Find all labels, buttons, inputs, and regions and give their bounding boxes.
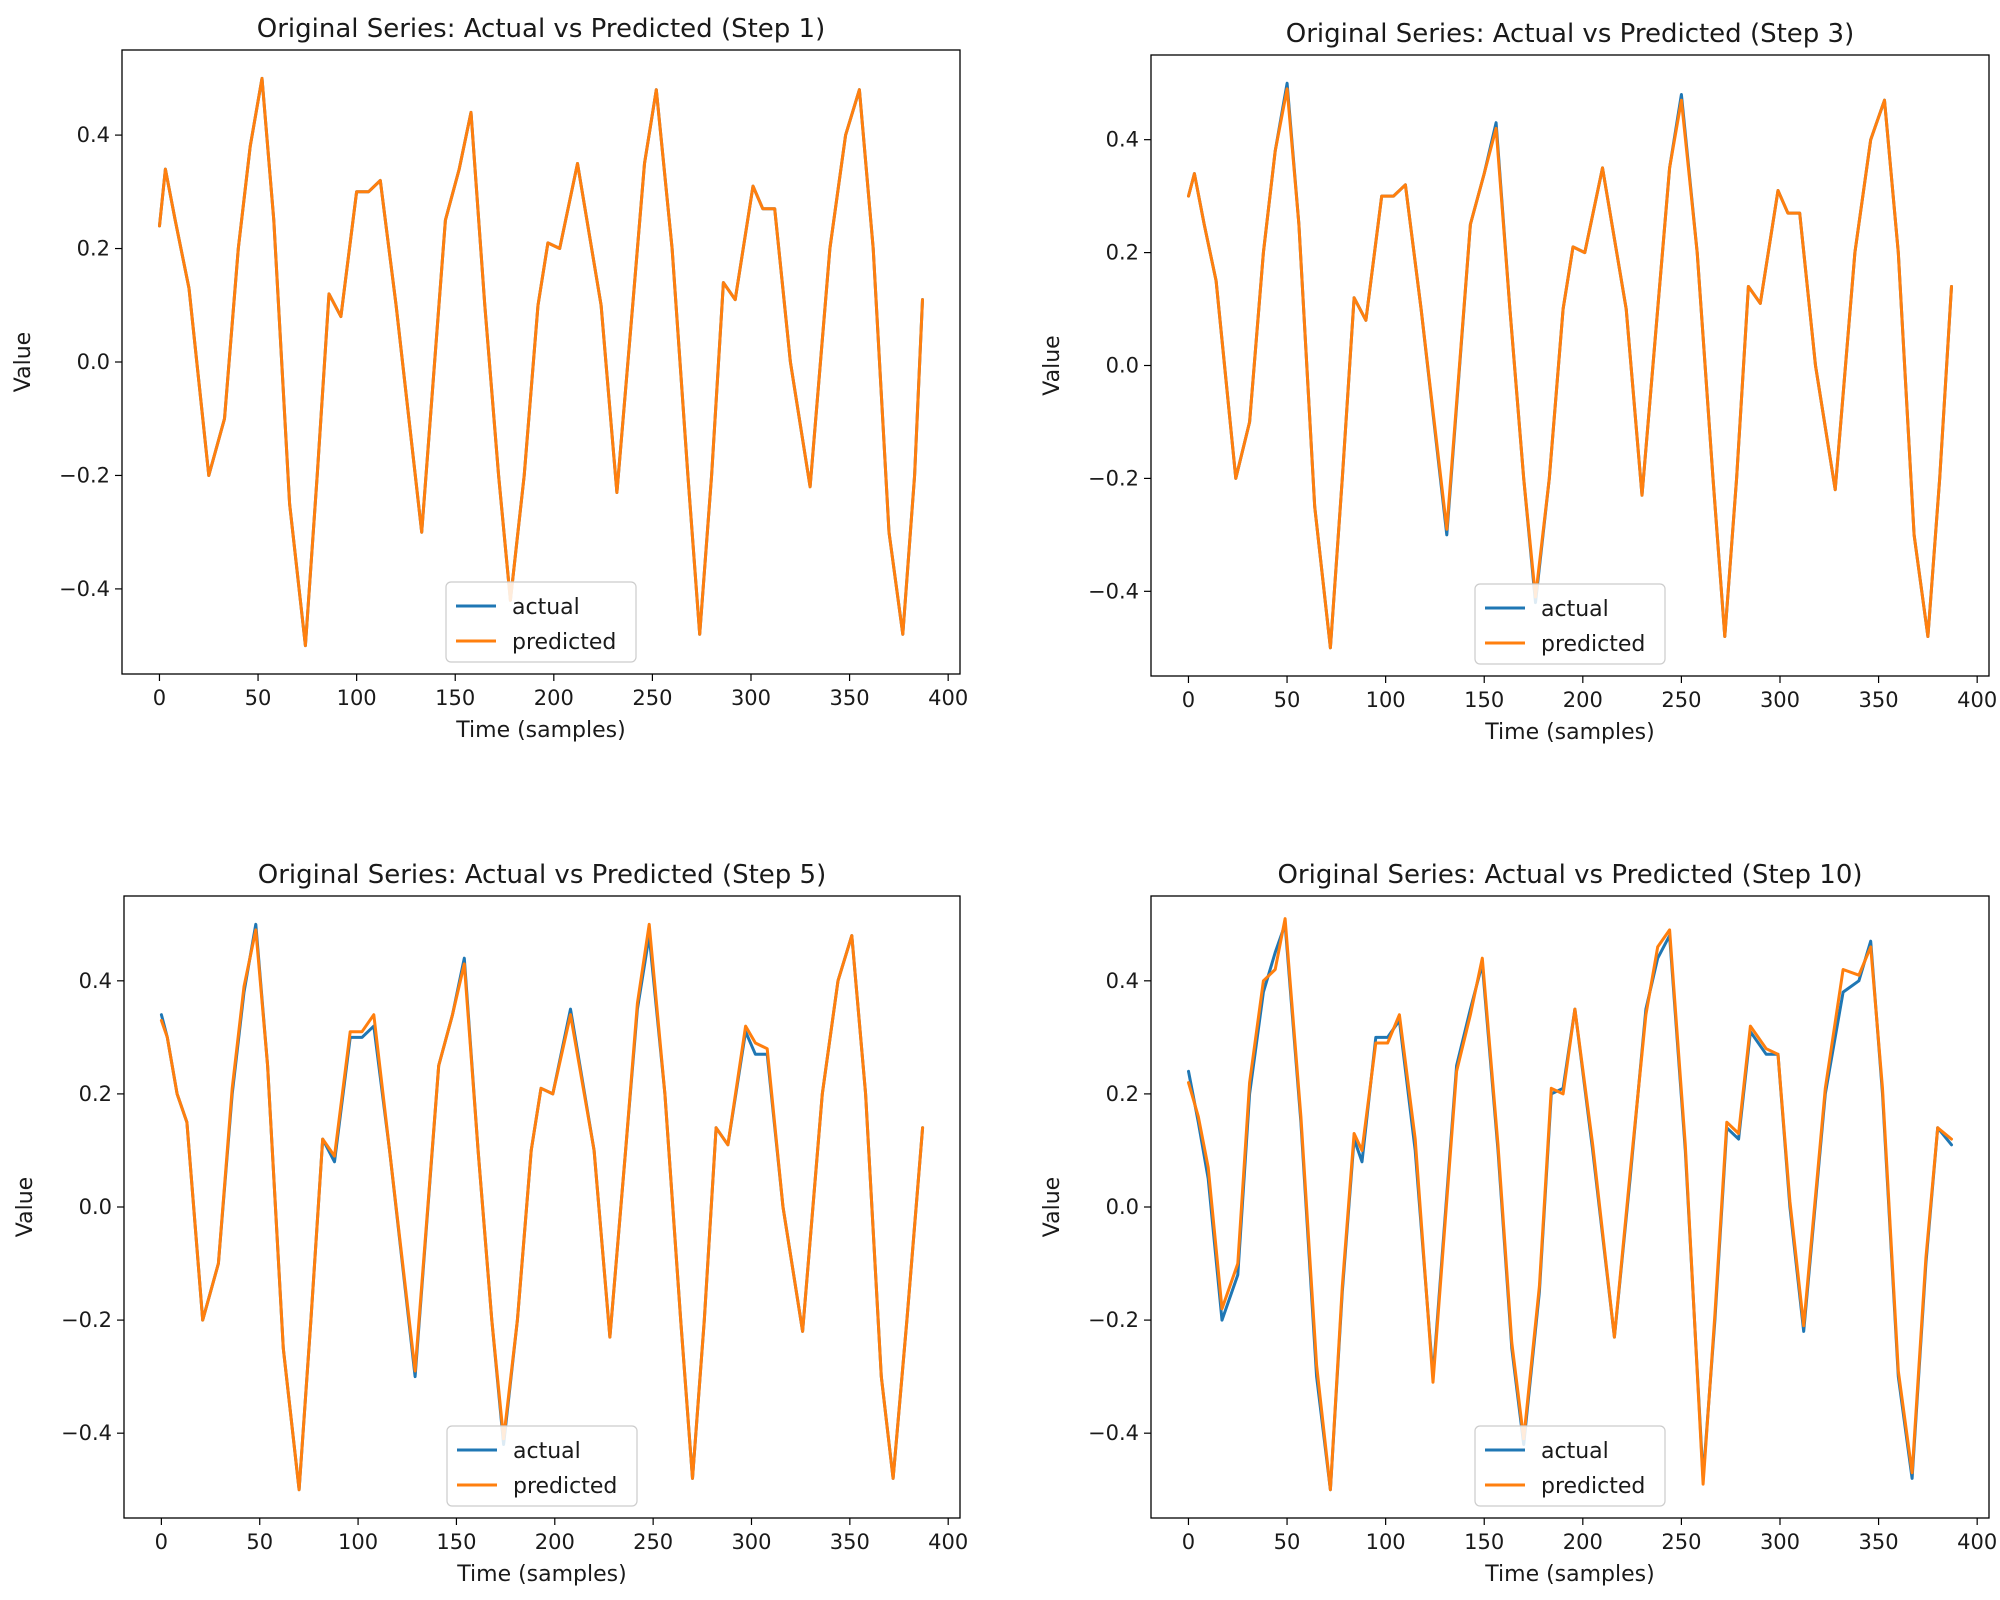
x-tick-label: 100: [338, 1530, 378, 1554]
legend: actual predicted: [446, 1425, 638, 1507]
y-tick-label: 0.0: [77, 350, 110, 374]
x-tick-label: 200: [1563, 1530, 1603, 1554]
series-line-predicted: [159, 922, 925, 1492]
y-tick-label: 0.2: [1106, 1082, 1139, 1106]
x-axis-label: Time (samples): [455, 718, 625, 743]
x-tick-label: 350: [1859, 688, 1899, 712]
y-tick-label: 0.4: [77, 123, 110, 147]
legend-label-actual: actual: [1541, 1439, 1609, 1464]
x-tick-label: 350: [830, 686, 870, 710]
y-tick-label: −0.2: [59, 463, 110, 487]
x-tick-label: 50: [246, 1530, 273, 1554]
x-tick-label: 250: [633, 1530, 673, 1554]
legend: actual predicted: [445, 581, 637, 663]
x-tick-label: 200: [1563, 688, 1603, 712]
y-tick-label: −0.4: [1088, 579, 1139, 603]
plot-area: [121, 49, 961, 675]
subplot-step-5: 0 50 100 150 200 250 300 350 400 −0.4 −0.2 0.0 0.2 0.…: [13, 860, 968, 1587]
x-tick-label: 150: [1464, 688, 1504, 712]
subplot-step-1: 0 50 100 150 200 250 300 350 400 −0.4 −0.2 0.0 0.2 0.…: [11, 14, 968, 743]
y-axis-label: Value: [1040, 1177, 1065, 1237]
legend-label-actual: actual: [513, 1439, 581, 1464]
x-tick-label: 300: [731, 686, 771, 710]
y-axis-label: Value: [13, 1177, 38, 1237]
x-tick-label: 50: [1274, 688, 1301, 712]
x-tick-label: 400: [1957, 1530, 1997, 1554]
y-tick-label: −0.2: [1088, 1308, 1139, 1332]
chart-title: Original Series: Actual vs Predicted (St…: [258, 860, 827, 890]
x-tick-label: 0: [155, 1530, 168, 1554]
x-axis-label: Time (samples): [1484, 1562, 1654, 1587]
x-tick-label: 400: [928, 1530, 968, 1554]
x-axis-label: Time (samples): [1484, 720, 1654, 745]
legend-label-predicted: predicted: [1541, 1474, 1645, 1499]
chart-title: Original Series: Actual vs Predicted (St…: [1286, 19, 1855, 49]
x-tick-label: 0: [153, 686, 166, 710]
series-line-predicted: [1187, 917, 1953, 1492]
legend-label-predicted: predicted: [1541, 632, 1645, 657]
x-tick-label: 50: [1274, 1530, 1301, 1554]
y-tick-label: 0.4: [79, 969, 112, 993]
x-tick-label: 400: [1957, 688, 1997, 712]
x-axis-label: Time (samples): [456, 1562, 626, 1587]
y-tick-label: −0.4: [1088, 1421, 1139, 1445]
x-tick-label: 350: [830, 1530, 870, 1554]
y-tick-label: 0.2: [79, 1082, 112, 1106]
legend: actual predicted: [1474, 583, 1666, 665]
chart-title: Original Series: Actual vs Predicted (St…: [257, 14, 826, 44]
legend-label-predicted: predicted: [513, 1474, 617, 1499]
plot-area: [123, 895, 961, 1519]
x-tick-label: 150: [436, 1530, 476, 1554]
x-tick-label: 300: [731, 1530, 771, 1554]
y-axis-label: Value: [1040, 335, 1065, 395]
series-line-actual: [1187, 81, 1953, 650]
x-tick-label: 100: [1366, 1530, 1406, 1554]
chart-title: Original Series: Actual vs Predicted (St…: [1277, 860, 1862, 890]
series-line-predicted: [158, 76, 924, 648]
y-tick-label: 0.0: [79, 1195, 112, 1219]
x-tick-label: 200: [534, 686, 574, 710]
series-line-predicted: [1187, 87, 1953, 650]
y-tick-label: 0.2: [77, 237, 110, 261]
x-tick-label: 100: [337, 686, 377, 710]
subplot-step-3: 0 50 100 150 200 250 300 350 400 −0.4 −0.2 0.0 0.2 0.…: [1040, 19, 1997, 745]
x-tick-label: 250: [632, 686, 672, 710]
legend-label-predicted: predicted: [512, 630, 616, 655]
x-tick-label: 0: [1182, 1530, 1195, 1554]
y-tick-label: −0.2: [61, 1308, 112, 1332]
x-tick-label: 300: [1760, 1530, 1800, 1554]
x-tick-label: 0: [1182, 688, 1195, 712]
x-tick-label: 150: [435, 686, 475, 710]
y-tick-label: −0.4: [61, 1421, 112, 1445]
legend-label-actual: actual: [1541, 597, 1609, 622]
legend-label-actual: actual: [512, 595, 580, 620]
x-tick-label: 250: [1661, 688, 1701, 712]
subplot-step-10: 0 50 100 150 200 250 300 350 400 −0.4 −0.2 0.0 0.2 0.…: [1040, 860, 1997, 1587]
series-line-actual: [158, 76, 924, 648]
x-tick-label: 300: [1760, 688, 1800, 712]
y-tick-label: −0.2: [1088, 466, 1139, 490]
y-tick-label: 0.4: [1106, 128, 1139, 152]
y-tick-label: 0.0: [1106, 354, 1139, 378]
x-tick-label: 400: [928, 686, 968, 710]
legend: actual predicted: [1474, 1425, 1666, 1507]
x-tick-label: 100: [1366, 688, 1406, 712]
x-tick-label: 350: [1859, 1530, 1899, 1554]
x-tick-label: 250: [1661, 1530, 1701, 1554]
y-tick-label: −0.4: [59, 577, 110, 601]
plot-area: [1150, 895, 1990, 1519]
x-tick-label: 50: [245, 686, 272, 710]
x-tick-label: 150: [1464, 1530, 1504, 1554]
y-tick-label: 0.2: [1106, 241, 1139, 265]
y-axis-label: Value: [11, 332, 36, 392]
y-tick-label: 0.4: [1106, 969, 1139, 993]
y-tick-label: 0.0: [1106, 1195, 1139, 1219]
x-tick-label: 200: [535, 1530, 575, 1554]
